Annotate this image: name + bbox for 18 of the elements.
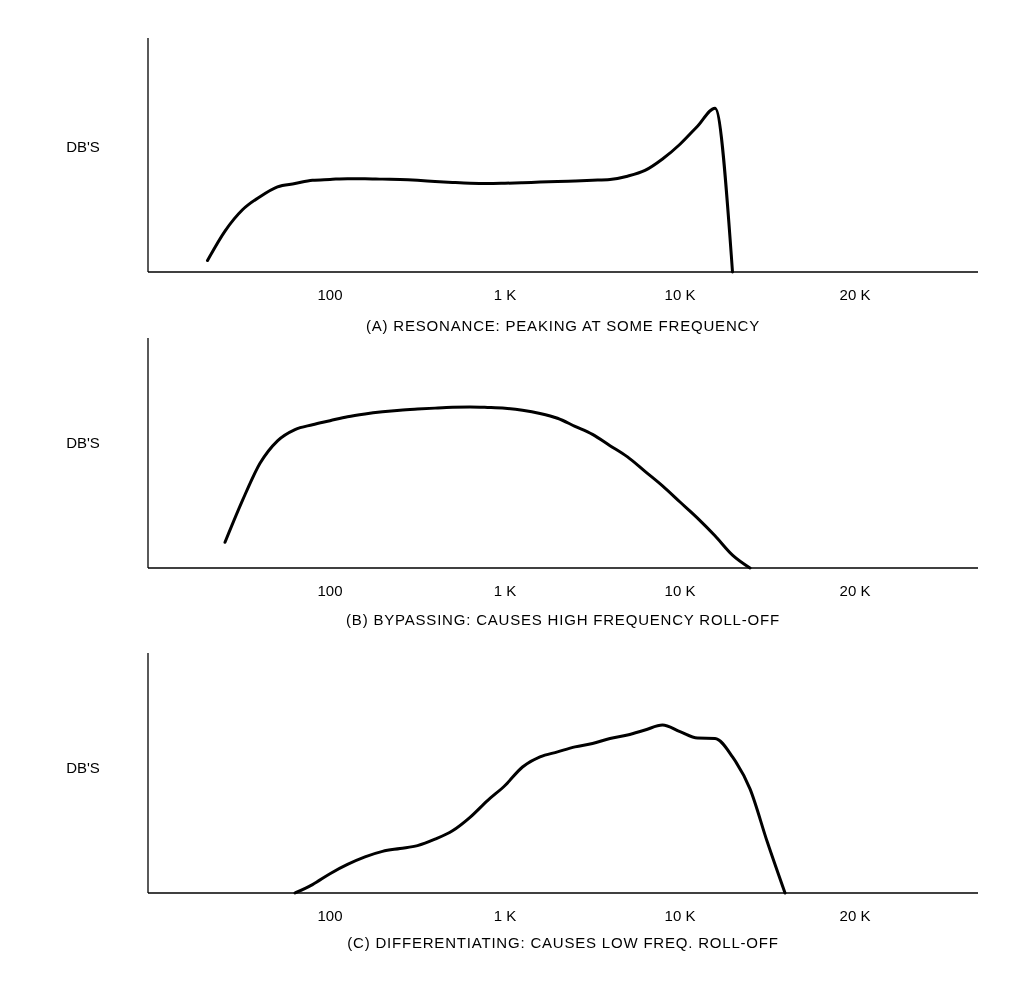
x-tick-label: 100	[317, 286, 343, 303]
y-axis-title: DB'S	[66, 433, 100, 451]
x-tick-label: 10 K	[664, 286, 696, 303]
x-tick-label: 1 K	[493, 286, 517, 303]
x-tick-label: 20 K	[839, 907, 871, 924]
x-tick-label: 1 K	[493, 582, 517, 599]
x-tick-label: 100	[317, 582, 343, 599]
x-tick-label: 20 K	[839, 286, 871, 303]
x-tick-label: 10 K	[664, 582, 696, 599]
x-axis-title: (B) BYPASSING: CAUSES HIGH FREQUENCY ROLL-OFF	[346, 611, 780, 628]
x-axis-title: (A) RESONANCE: PEAKING AT SOME FREQUENCY	[365, 317, 761, 334]
y-axis-title: DB'S	[66, 137, 100, 155]
y-axis-title: DB'S	[66, 758, 100, 776]
x-tick-label: 10 K	[664, 907, 696, 924]
x-tick-label: 1 K	[493, 907, 517, 924]
x-axis-title: (C) DIFFERENTIATING: CAUSES LOW FREQ. ROLL-OFF	[347, 934, 779, 951]
x-tick-label: 20 K	[839, 582, 871, 599]
x-tick-label: 100	[317, 907, 343, 924]
